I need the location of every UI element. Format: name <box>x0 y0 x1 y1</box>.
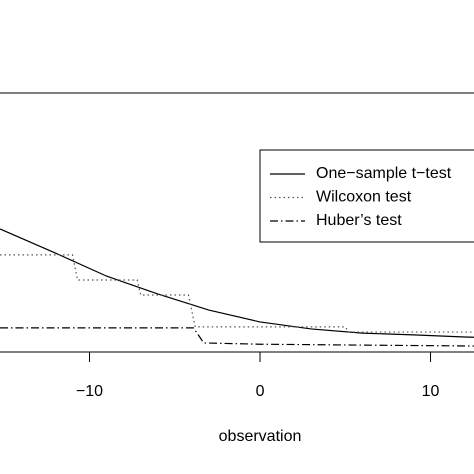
x-axis-label: observation <box>219 428 302 445</box>
series-line <box>0 254 474 333</box>
x-tick-label: −10 <box>76 383 103 400</box>
series-line <box>0 327 474 347</box>
legend-label: Wilcoxon test <box>316 189 412 206</box>
series-line <box>0 228 474 338</box>
x-tick-label: 0 <box>256 383 265 400</box>
legend-box <box>259 149 474 243</box>
x-tick-label: 10 <box>422 383 440 400</box>
legend-label: Huber’s test <box>316 212 402 229</box>
legend-label: One−sample t−test <box>316 165 452 182</box>
